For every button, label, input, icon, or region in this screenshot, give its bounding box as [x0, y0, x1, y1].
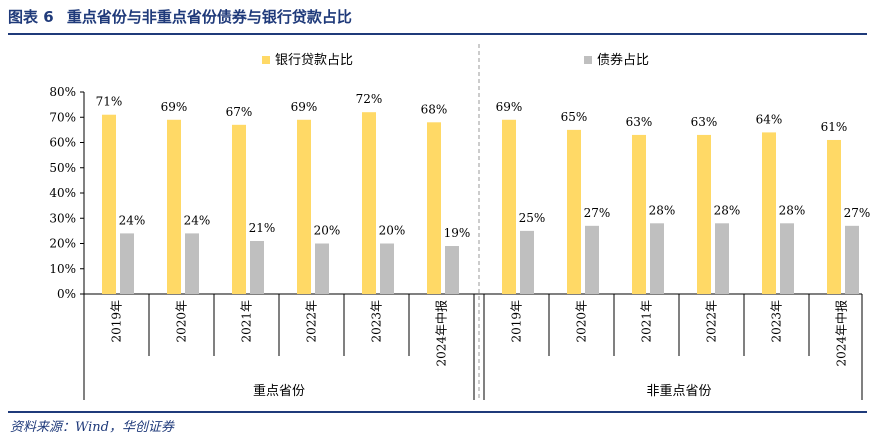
bar-loan	[502, 119, 516, 295]
bar-loan	[167, 119, 181, 295]
y-tick-label: 60%	[49, 136, 76, 150]
data-label: 24%	[184, 213, 211, 227]
figure-title-text: 重点省份与非重点省份债券与银行贷款占比	[66, 8, 352, 26]
bar-loan	[632, 134, 646, 294]
bar-loan	[827, 139, 841, 294]
legend-label: 债券占比	[597, 52, 649, 68]
bar-bond	[445, 246, 459, 294]
x-tick-label: 2022年	[305, 300, 319, 343]
data-label: 27%	[584, 206, 611, 220]
x-tick-label: 2023年	[770, 300, 784, 343]
data-label: 20%	[379, 224, 406, 238]
bar-bond	[120, 233, 134, 294]
data-label: 65%	[561, 110, 588, 124]
x-tick-label: 2020年	[575, 300, 589, 343]
bar-bond	[380, 243, 394, 294]
data-label: 69%	[496, 100, 523, 114]
legend-swatch	[262, 56, 270, 64]
x-tick-label: 2024年中报	[834, 300, 849, 367]
bar-bond	[185, 233, 199, 294]
group-label: 非重点省份	[646, 383, 711, 399]
data-label: 63%	[691, 115, 718, 129]
x-tick-label: 2023年	[370, 300, 384, 343]
source-rule	[8, 411, 867, 413]
bar-loan	[567, 129, 581, 294]
source-note: 资料来源：Wind，华创证券	[10, 420, 174, 435]
y-tick-label: 10%	[49, 262, 76, 276]
bar-loan	[102, 114, 116, 294]
bar-bond	[845, 225, 859, 294]
data-label: 19%	[444, 226, 471, 240]
data-label: 28%	[779, 203, 806, 217]
data-label: 21%	[249, 221, 276, 235]
x-tick-label: 2019年	[110, 300, 124, 343]
data-label: 68%	[421, 102, 448, 116]
bar-bond	[585, 225, 599, 294]
x-tick-label: 2021年	[640, 300, 654, 343]
x-tick-label: 2022年	[705, 300, 719, 343]
bar-loan	[697, 134, 711, 294]
y-tick-label: 0%	[57, 287, 76, 301]
data-label: 61%	[821, 120, 848, 134]
data-label: 27%	[844, 206, 871, 220]
bar-loan	[297, 119, 311, 295]
title-rule	[8, 33, 867, 35]
legend-label: 银行贷款占比	[275, 53, 353, 68]
x-tick-label: 2021年	[240, 300, 254, 343]
bar-loan	[762, 132, 776, 294]
y-tick-label: 70%	[49, 110, 76, 124]
bar-loan	[362, 112, 376, 294]
data-label: 64%	[756, 112, 783, 126]
data-label: 72%	[356, 92, 383, 106]
data-label: 63%	[626, 115, 653, 129]
bar-bond	[315, 243, 329, 294]
data-label: 25%	[519, 211, 546, 225]
data-label: 28%	[714, 203, 741, 217]
y-tick-label: 80%	[49, 85, 76, 99]
bar-loan	[427, 122, 441, 294]
bar-bond	[520, 230, 534, 294]
bar-bond	[650, 223, 664, 294]
figure-title: 图表 6 重点省份与非重点省份债券与银行贷款占比	[8, 6, 360, 27]
y-tick-label: 50%	[49, 161, 76, 175]
data-label: 20%	[314, 224, 341, 238]
data-label: 69%	[291, 100, 318, 114]
legend-swatch	[584, 56, 592, 64]
bar-bond	[250, 240, 264, 294]
bar-bond	[780, 223, 794, 294]
data-label: 28%	[649, 203, 676, 217]
bar-loan	[232, 124, 246, 294]
data-label: 67%	[226, 105, 253, 119]
x-tick-label: 2019年	[510, 300, 524, 343]
y-tick-label: 20%	[49, 237, 76, 251]
y-tick-label: 30%	[49, 211, 76, 225]
group-label: 重点省份	[253, 383, 305, 399]
data-label: 24%	[119, 213, 146, 227]
y-tick-label: 40%	[49, 186, 76, 200]
data-label: 71%	[96, 95, 123, 109]
bar-bond	[715, 223, 729, 294]
data-label: 69%	[161, 100, 188, 114]
figure-number: 图表 6	[8, 8, 54, 26]
x-tick-label: 2020年	[175, 300, 189, 343]
x-tick-label: 2024年中报	[434, 300, 449, 367]
